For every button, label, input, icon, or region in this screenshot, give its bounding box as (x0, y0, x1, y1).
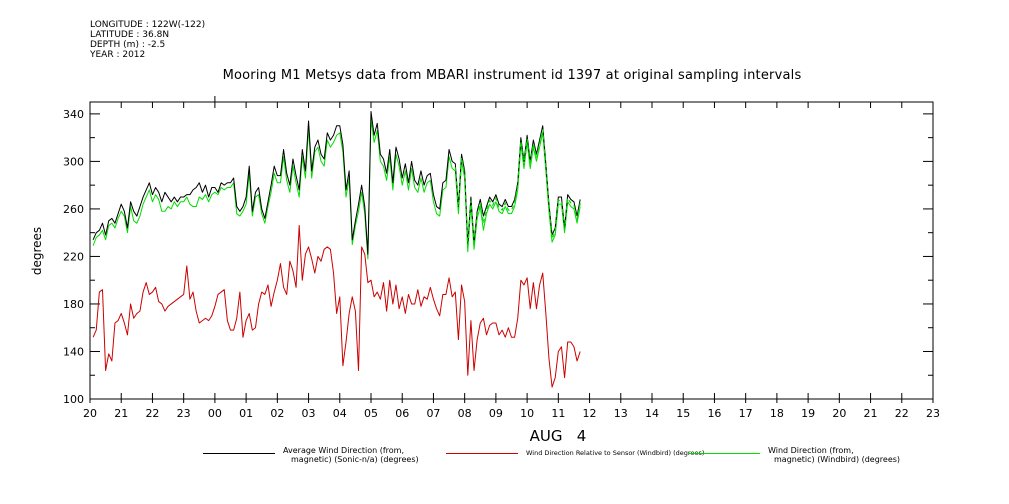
latitude-label: LATITUDE : 36.8N (90, 30, 170, 40)
chart-title: Mooring M1 Metsys data from MBARI instru… (222, 68, 802, 83)
x-tick-label: 09 (489, 407, 503, 420)
x-tick-label: 21 (114, 407, 128, 420)
x-tick-label: 07 (426, 407, 440, 420)
longitude-label: LONGITUDE : 122W(-122) (90, 20, 206, 30)
x-tick-label: 05 (364, 407, 378, 420)
x-axis-label: AUG 4 (530, 427, 587, 445)
y-tick-label: 100 (63, 393, 84, 406)
y-tick-label: 300 (63, 155, 84, 168)
x-tick-label: 19 (801, 407, 815, 420)
x-tick-label: 06 (395, 407, 409, 420)
x-tick-label: 23 (177, 407, 191, 420)
series-group (92, 111, 581, 388)
legend-swatch (446, 453, 518, 454)
x-tick-label: 02 (270, 407, 284, 420)
series-line (92, 225, 581, 388)
legend-label: Average Wind Direction (from, magnetic) … (283, 446, 419, 464)
series-line (92, 118, 581, 260)
y-axis-label: degrees (30, 227, 44, 275)
metadata-block: LONGITUDE : 122W(-122) LATITUDE : 36.8N … (90, 20, 205, 60)
axes-group: 100 140 180 220 260 300 340 20 21 22 23 00 01 02 03 04 0… (63, 96, 940, 420)
x-tick-label: 01 (239, 407, 253, 420)
x-tick-label: 03 (302, 407, 316, 420)
y-tick-label: 140 (63, 345, 84, 358)
x-tick-label: 04 (333, 407, 347, 420)
x-tick-label: 14 (645, 407, 659, 420)
legend-item-2: Wind Direction Relative to Sensor (Windb… (446, 446, 706, 470)
x-tick-label: 15 (676, 407, 690, 420)
y-tick-label: 180 (63, 298, 84, 311)
y-tick-label: 340 (63, 108, 84, 121)
x-tick-label: 08 (458, 407, 472, 420)
series-dash-overlay (454, 129, 581, 249)
year-label: YEAR : 2012 (90, 50, 146, 60)
x-tick-label: 20 (83, 407, 97, 420)
x-tick-label: 11 (551, 407, 565, 420)
x-tick-label: 20 (832, 407, 846, 420)
depth-label: DEPTH (m) : -2.5 (90, 40, 166, 50)
series-line (92, 111, 581, 255)
x-tick-label: 13 (614, 407, 628, 420)
x-tick-label: 10 (520, 407, 534, 420)
legend-swatch (203, 453, 275, 454)
legend-item-3: Wind Direction (from, magnetic) (Windbir… (688, 446, 928, 470)
y-tick-label: 220 (63, 250, 84, 263)
legend-label: Wind Direction Relative to Sensor (Windb… (526, 449, 705, 457)
x-tick-label: 22 (895, 407, 909, 420)
x-tick-label: 21 (864, 407, 878, 420)
x-tick-label: 22 (145, 407, 159, 420)
x-tick-label: 16 (707, 407, 721, 420)
x-tick-label: 00 (208, 407, 222, 420)
x-tick-label: 23 (926, 407, 940, 420)
x-tick-label: 17 (739, 407, 753, 420)
legend-item-1: Average Wind Direction (from, magnetic) … (203, 446, 443, 470)
legend-swatch (688, 453, 760, 454)
x-tick-label: 18 (770, 407, 784, 420)
x-tick-label: 12 (583, 407, 597, 420)
plot-frame (89, 101, 934, 400)
legend-label: Wind Direction (from, magnetic) (Windbir… (768, 446, 901, 464)
y-tick-label: 260 (63, 203, 84, 216)
